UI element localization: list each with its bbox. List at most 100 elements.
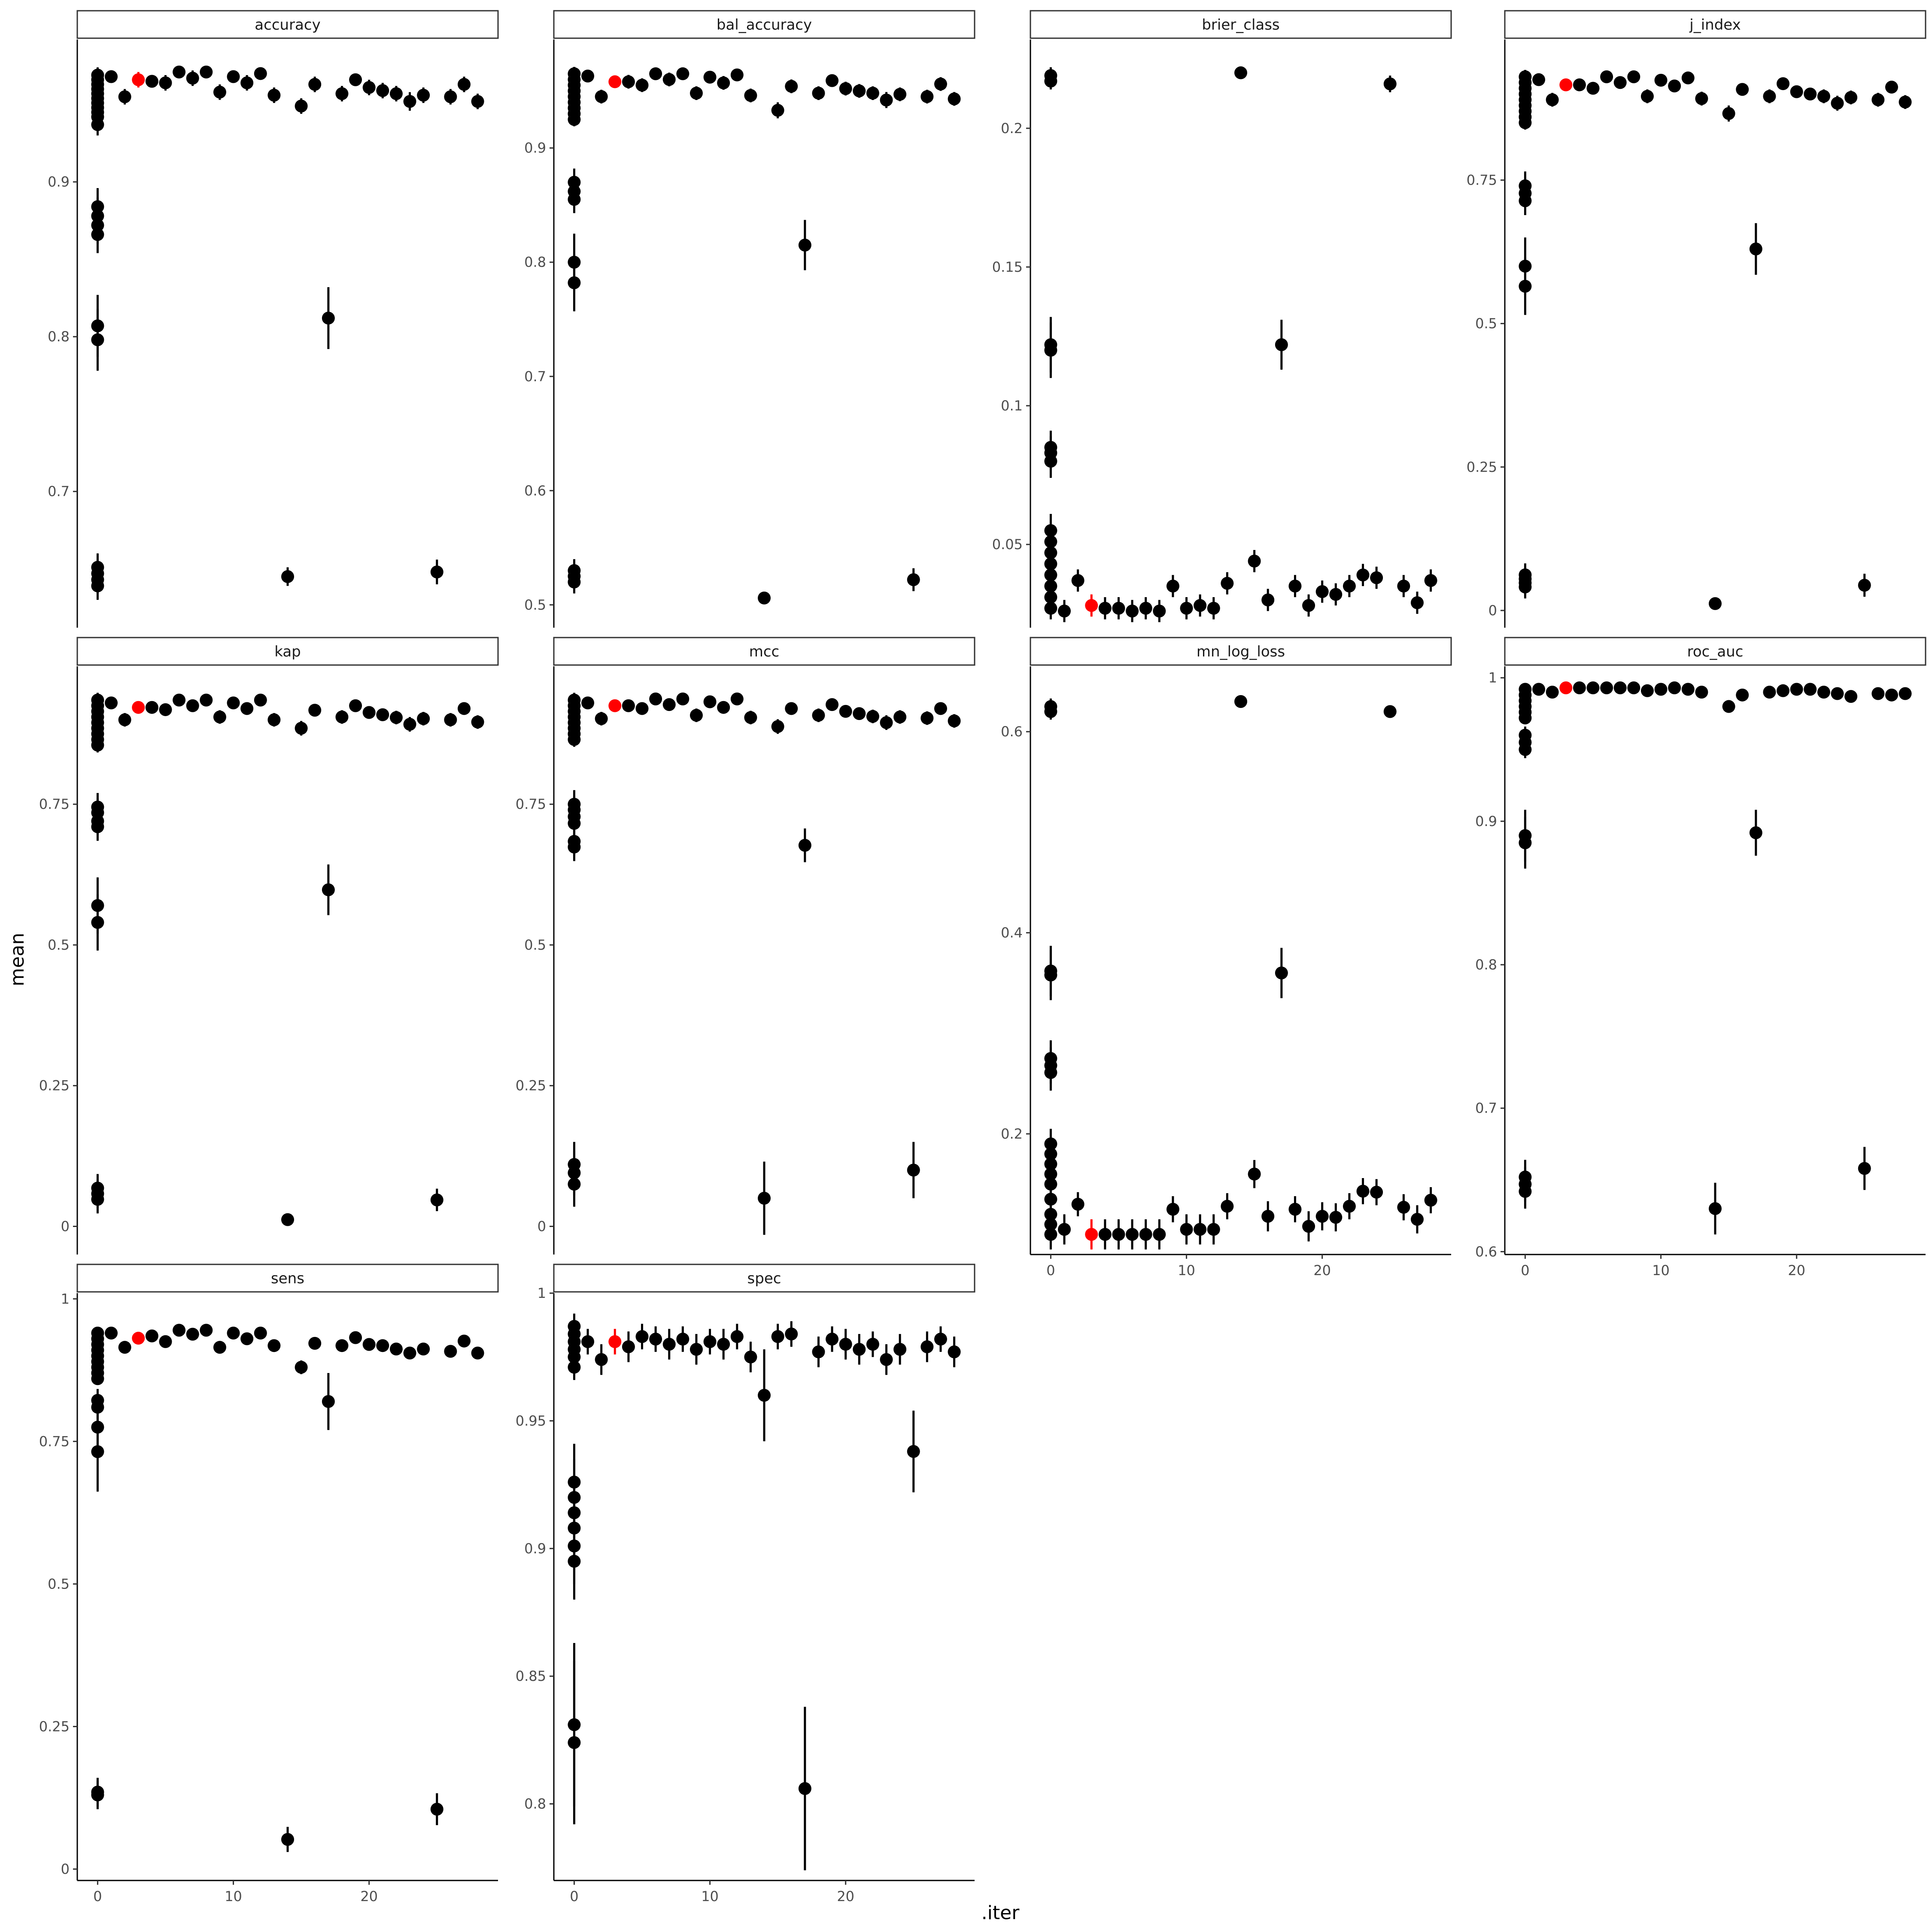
data-point	[622, 75, 635, 88]
best-point	[1085, 1228, 1098, 1241]
x-tick-label: 0	[1046, 1262, 1055, 1279]
data-point	[1044, 74, 1057, 88]
data-point	[91, 916, 104, 929]
best-point	[1559, 78, 1573, 91]
data-point	[568, 1361, 581, 1374]
data-point	[1261, 1210, 1275, 1223]
data-point	[798, 838, 811, 852]
data-point	[1288, 580, 1302, 593]
data-point	[730, 693, 744, 706]
data-point	[1248, 554, 1261, 568]
y-tick-label: 0.25	[516, 1078, 546, 1094]
data-point	[1153, 1228, 1166, 1241]
y-tick-label: 0.7	[1475, 1100, 1497, 1116]
facet-panel-brier-class: brier_class 0.05 0.1 0.15 0.2	[992, 10, 1452, 628]
y-tick-label: 0.5	[48, 937, 70, 953]
data-point	[948, 1345, 961, 1358]
data-point	[145, 75, 158, 88]
data-point	[389, 711, 403, 724]
data-point	[1871, 93, 1885, 106]
data-point	[1044, 1228, 1057, 1241]
data-point	[826, 1333, 839, 1346]
best-point	[1559, 681, 1573, 695]
data-point	[1871, 687, 1885, 700]
y-tick-label: 1	[1488, 670, 1497, 686]
data-point	[1858, 1162, 1871, 1175]
data-point	[622, 699, 635, 712]
data-point	[1695, 686, 1708, 699]
data-point	[213, 1341, 226, 1354]
y-tick-label: 0.25	[39, 1078, 70, 1094]
data-point	[1586, 681, 1600, 695]
data-point	[1044, 455, 1057, 468]
data-point	[1573, 78, 1586, 91]
y-axis-title: mean	[6, 933, 28, 987]
data-point	[1356, 568, 1370, 582]
data-point	[240, 76, 254, 89]
data-point	[417, 88, 430, 102]
data-point	[145, 701, 158, 714]
data-point	[1546, 686, 1559, 699]
data-point	[1343, 1200, 1356, 1213]
data-point	[1397, 580, 1410, 593]
data-point	[1749, 242, 1762, 255]
data-point	[1831, 687, 1844, 700]
data-point	[635, 79, 649, 92]
facet-strip	[1504, 637, 1926, 666]
data-point	[635, 1330, 649, 1343]
data-point	[1654, 683, 1668, 696]
data-point	[934, 1333, 947, 1346]
data-point	[907, 573, 920, 586]
data-point	[1356, 1185, 1370, 1198]
facet-strip-label: j_index	[1689, 16, 1741, 33]
data-point	[826, 74, 839, 87]
data-point	[934, 702, 947, 715]
y-tick-label: 0.9	[48, 174, 70, 190]
data-point	[758, 1388, 771, 1402]
y-tick-label: 0.8	[524, 1796, 546, 1812]
data-point	[1126, 605, 1139, 618]
data-point	[853, 707, 866, 720]
x-tick-label: 0	[93, 1888, 102, 1905]
data-point	[703, 695, 717, 708]
data-point	[457, 702, 471, 715]
data-point	[1532, 73, 1546, 86]
facet-strip	[76, 1264, 499, 1293]
data-point	[281, 1833, 294, 1846]
data-point	[1410, 1213, 1424, 1226]
data-point	[1804, 87, 1817, 100]
data-point	[1329, 588, 1343, 601]
y-tick-label: 0.75	[1467, 172, 1497, 188]
data-point	[1736, 83, 1749, 96]
data-point	[826, 698, 839, 711]
data-point	[948, 714, 961, 728]
data-point	[403, 95, 416, 108]
data-point	[281, 570, 294, 583]
data-point	[649, 67, 662, 80]
data-point	[1573, 681, 1586, 695]
facet-strip-label: kap	[274, 643, 301, 660]
data-point	[1654, 73, 1668, 87]
data-point	[635, 702, 649, 715]
facet-strip-label: spec	[747, 1270, 781, 1287]
x-tick-label: 10	[1178, 1262, 1195, 1279]
data-point	[568, 840, 581, 854]
data-point	[322, 1395, 335, 1408]
data-point	[1098, 1228, 1112, 1241]
data-point	[866, 87, 879, 100]
data-point	[1790, 85, 1803, 98]
data-point	[91, 579, 104, 592]
data-point	[1885, 80, 1898, 94]
data-point	[798, 1782, 811, 1795]
best-point	[608, 75, 622, 88]
data-point	[730, 68, 744, 82]
data-point	[581, 70, 595, 83]
data-point	[1532, 683, 1546, 696]
data-point	[595, 712, 608, 725]
data-point	[349, 699, 362, 712]
data-point	[308, 78, 322, 91]
